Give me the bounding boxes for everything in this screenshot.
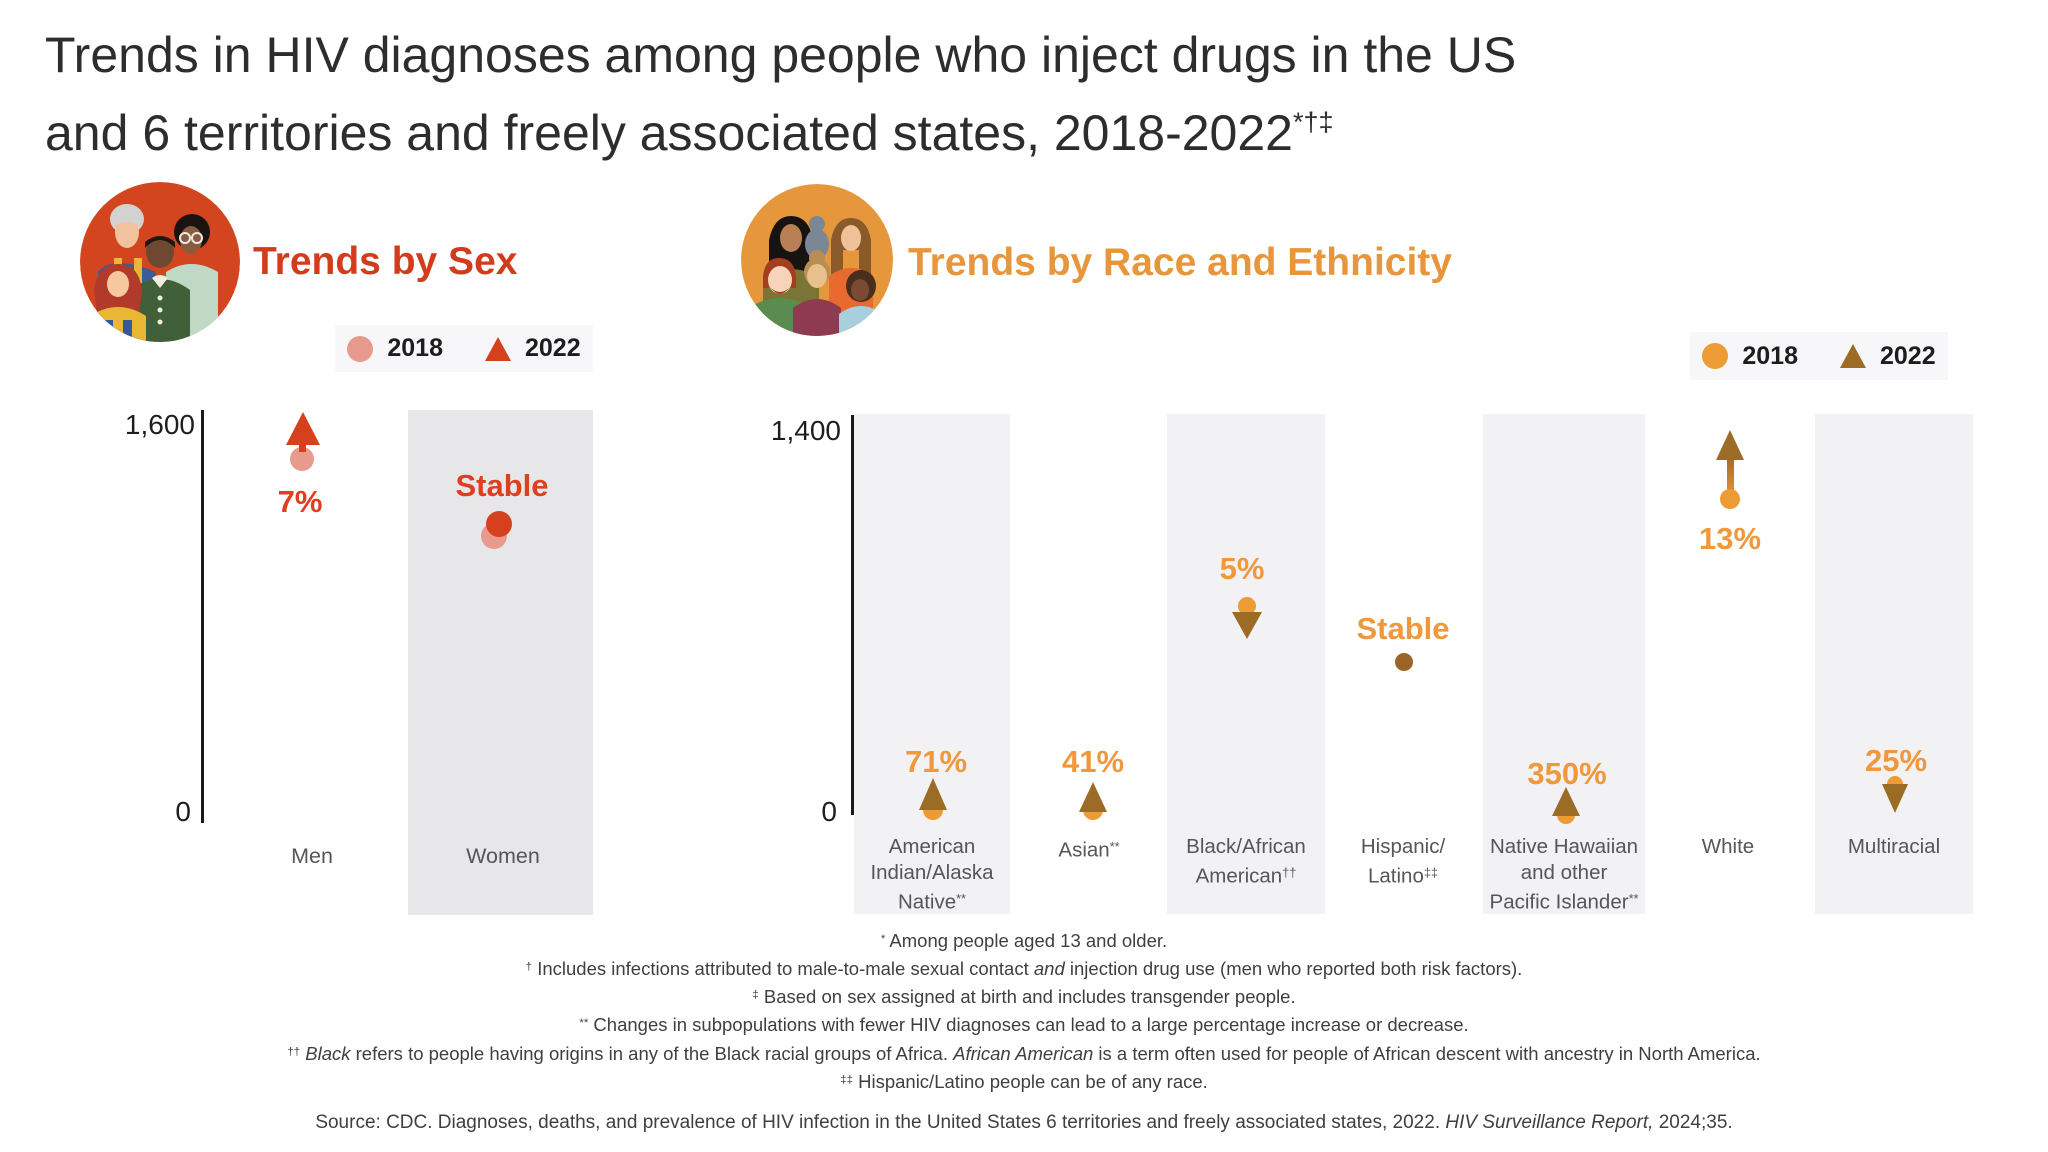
aian-change-label: 71%: [904, 744, 968, 779]
sex-legend-2022-label: 2022: [525, 334, 581, 362]
asian-change-label: 41%: [1061, 744, 1125, 779]
hispanic-change-label: Stable: [1356, 611, 1450, 646]
nhpi-column-shading: [1483, 414, 1645, 914]
title-line-1: Trends in HIV diagnoses among people who…: [45, 27, 1517, 83]
race-legend-2018-circle-icon: [1702, 343, 1729, 369]
footnotes-block: * Among people aged 13 and older. † Incl…: [0, 926, 2048, 1095]
multiracial-2022-triangle-marker: [1882, 784, 1908, 813]
nhpi-label-superscript: **: [1628, 891, 1639, 906]
sex-legend-2018-circle-icon: [347, 335, 374, 362]
race-legend-2022-triangle-icon: [1840, 344, 1866, 368]
black-label-superscript: ††: [1282, 865, 1297, 880]
footnote-3: ‡ Based on sex assigned at birth and inc…: [752, 986, 1296, 1008]
race-legend: 2018 2022: [1690, 332, 1948, 380]
aian-label-superscript: **: [956, 891, 966, 906]
category-label-women: Women: [466, 844, 540, 868]
footnote-2: † Includes infections attributed to male…: [525, 958, 1523, 980]
category-label-black: Black/African American††: [1186, 835, 1306, 888]
multiracial-change-label: 25%: [1864, 743, 1928, 778]
title-superscript: *†‡: [1292, 107, 1334, 137]
sex-section-header: Trends by Sex: [253, 240, 518, 283]
race-axis-max-label: 1,400: [770, 415, 841, 446]
black-2018-circle-marker: [1238, 597, 1256, 615]
category-label-multiracial: Multiracial: [1847, 835, 1941, 858]
category-label-asian: Asian**: [1058, 838, 1120, 862]
asian-label-superscript: **: [1109, 839, 1120, 854]
category-label-white: White: [1701, 835, 1755, 858]
white-change-label: 13%: [1698, 521, 1762, 556]
title-line-2: and 6 territories and freely associated …: [45, 105, 1334, 161]
page-title: Trends in HIV diagnoses among people who…: [45, 22, 1516, 167]
people-group-sex-icon: [80, 182, 240, 342]
white-change-stem: [1727, 456, 1734, 501]
women-2022-circle-marker: [486, 511, 512, 537]
category-label-nhpi: Native Hawaiian and other Pacific Island…: [1489, 835, 1639, 914]
category-label-hispanic: Hispanic/ Latino‡‡: [1360, 835, 1446, 888]
black-change-label: 5%: [1219, 551, 1265, 586]
white-2018-circle-marker: [1720, 489, 1740, 509]
nhpi-2022-triangle-marker: [1552, 787, 1580, 816]
women-change-label: Stable: [455, 468, 549, 503]
men-change-stem: [299, 438, 306, 452]
asian-2022-triangle-marker: [1079, 782, 1107, 812]
category-label-men: Men: [291, 844, 333, 868]
hispanic-label-superscript: ‡‡: [1423, 865, 1438, 880]
footnote-6: ‡‡ Hispanic/Latino people can be of any …: [840, 1070, 1208, 1092]
men-change-label: 7%: [277, 484, 323, 519]
sex-axis-min-label: 0: [175, 796, 191, 827]
sex-y-axis: [201, 410, 204, 823]
sex-legend: 2018 2022: [335, 325, 593, 372]
multiracial-column-shading: [1815, 414, 1973, 914]
sex-axis-max-label: 1,600: [124, 409, 195, 440]
men-2022-triangle-marker: [286, 412, 320, 445]
aian-2022-triangle-marker: [919, 778, 947, 810]
source-citation: Source: CDC. Diagnoses, deaths, and prev…: [315, 1112, 1733, 1133]
race-y-axis: [851, 415, 854, 815]
hispanic-stable-circle-marker: [1395, 653, 1413, 671]
sex-legend-2022-triangle-icon: [485, 336, 511, 361]
white-2022-arrowhead-marker: [1716, 430, 1744, 460]
race-section-header: Trends by Race and Ethnicity: [908, 241, 1452, 284]
nhpi-change-label: 350%: [1527, 756, 1607, 791]
black-column-shading: [1167, 414, 1325, 914]
footnote-4: ** Changes in subpopulations with fewer …: [579, 1014, 1469, 1036]
aian-column-shading: [854, 414, 1010, 914]
people-group-race-icon: [741, 184, 893, 336]
category-label-aian: American Indian/Alaska Native**: [870, 835, 994, 914]
footnote-1: * Among people aged 13 and older.: [880, 930, 1168, 952]
sex-legend-2018-label: 2018: [387, 334, 443, 362]
black-2022-triangle-marker: [1232, 612, 1262, 639]
women-column-shading: [408, 410, 593, 915]
footnote-5: †† Black refers to people having origins…: [287, 1042, 1761, 1064]
race-axis-min-label: 0: [821, 796, 837, 827]
race-legend-2022-label: 2022: [1880, 341, 1936, 370]
race-legend-2018-label: 2018: [1742, 341, 1798, 370]
